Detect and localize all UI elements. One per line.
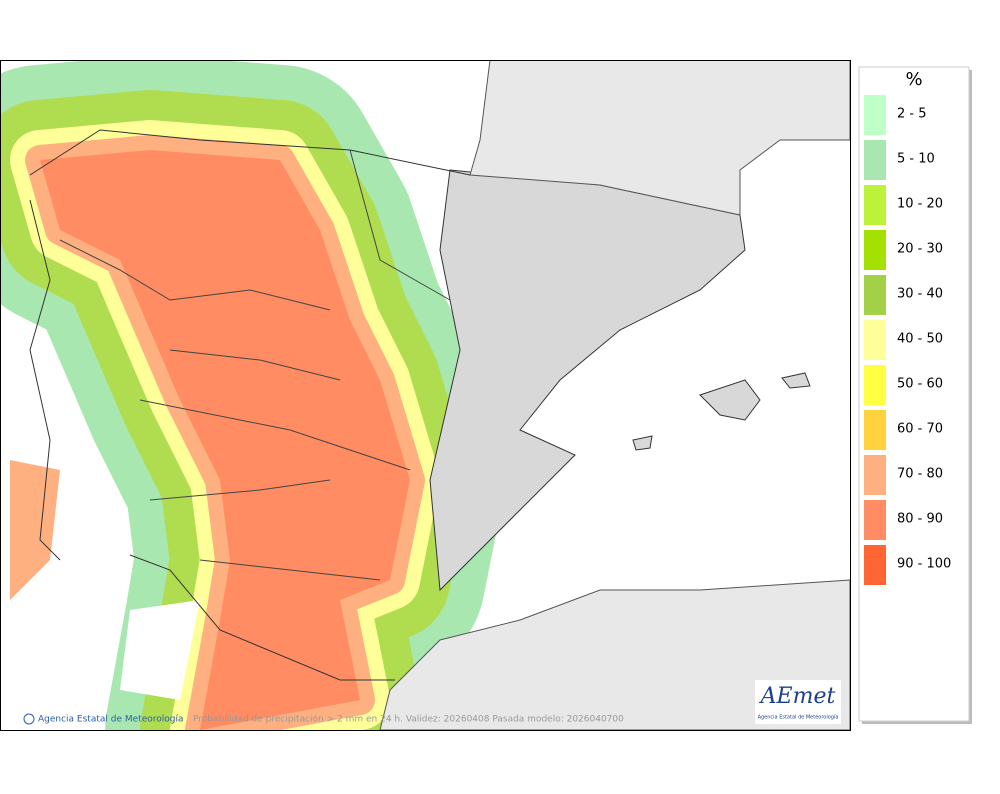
logo-box <box>755 680 841 724</box>
land-east <box>429 169 746 592</box>
france <box>469 60 850 216</box>
ibiza <box>632 435 653 451</box>
legend-label: 70 - 80 <box>897 467 943 482</box>
legend-title: % <box>905 69 922 90</box>
logo: AEmet <box>759 684 836 709</box>
legend-swatch <box>864 455 886 495</box>
map: Agencia Estatal de Meteorología Probabil… <box>0 60 850 730</box>
legend-label: 20 - 30 <box>897 242 943 257</box>
legend-label: 5 - 10 <box>897 152 935 167</box>
menorca <box>781 372 811 389</box>
logo-subtitle: Agencia Estatal de Meteorología <box>758 714 839 721</box>
legend-label: 40 - 50 <box>897 332 943 347</box>
footer-caption: Probabilidad de precipitación > 2 mm en … <box>193 714 624 725</box>
probability-field <box>0 60 505 730</box>
legend-label: 30 - 40 <box>897 287 943 302</box>
legend-label: 80 - 90 <box>897 512 943 527</box>
legend-swatch <box>864 230 886 270</box>
legend-swatch <box>864 320 886 360</box>
legend-swatch <box>864 365 886 405</box>
coastline <box>29 129 471 681</box>
mallorca <box>699 379 761 421</box>
legend-swatch <box>864 545 886 585</box>
legend-label: 2 - 5 <box>897 107 927 122</box>
legend-label: 60 - 70 <box>897 422 943 437</box>
africa <box>379 579 850 730</box>
legend-swatch <box>864 140 886 180</box>
region-borders <box>59 149 451 581</box>
copyright-icon <box>23 713 35 725</box>
footer-credit: Agencia Estatal de Meteorología <box>38 715 184 725</box>
legend-label: 90 - 100 <box>897 557 951 572</box>
legend-swatch <box>864 500 886 540</box>
legend-swatch <box>864 185 886 225</box>
map-frame <box>0 60 851 731</box>
legend-swatch <box>864 95 886 135</box>
legend-swatch <box>864 410 886 450</box>
legend-swatch <box>864 275 886 315</box>
legend-label: 10 - 20 <box>897 197 943 212</box>
legend-label: 50 - 60 <box>897 377 943 392</box>
